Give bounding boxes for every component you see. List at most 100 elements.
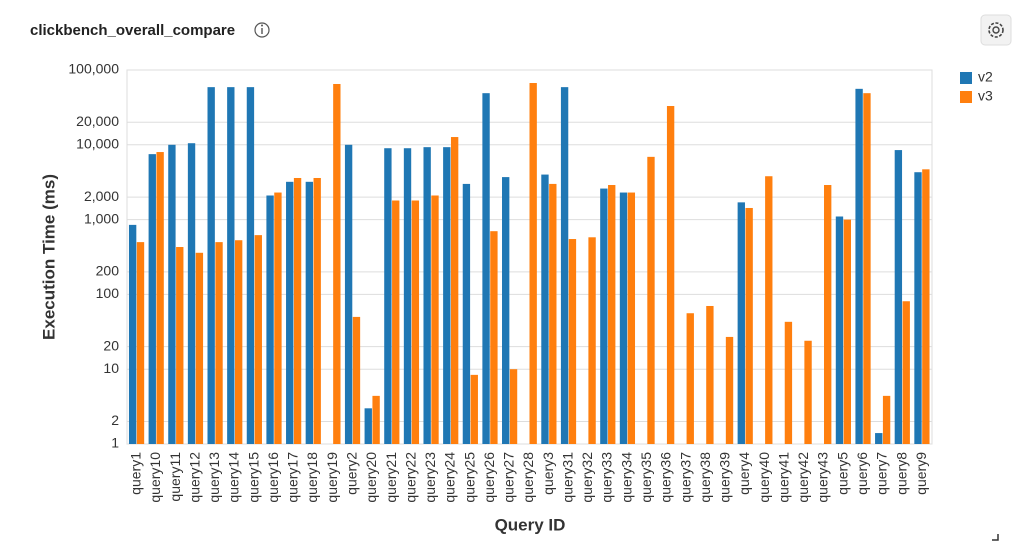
x-tick-label: query32 xyxy=(579,452,595,503)
bar xyxy=(187,143,196,445)
y-tick-label: 100,000 xyxy=(68,61,119,77)
bar xyxy=(148,154,156,444)
x-tick-label: query23 xyxy=(422,452,438,503)
bar xyxy=(443,147,451,444)
bar xyxy=(737,202,745,444)
bar xyxy=(568,239,577,444)
x-tick-label: query9 xyxy=(913,452,929,495)
y-tick-label: 10,000 xyxy=(76,136,119,152)
bar xyxy=(333,83,341,444)
bar xyxy=(914,172,922,444)
bar xyxy=(490,231,498,444)
x-tick-label: query34 xyxy=(618,452,634,503)
y-tick-label: 10 xyxy=(103,360,119,376)
bar xyxy=(462,183,471,445)
x-tick-label: query7 xyxy=(874,452,890,495)
bar xyxy=(372,395,380,444)
bar xyxy=(745,207,753,444)
x-tick-label: query36 xyxy=(658,452,674,503)
x-tick-label: query42 xyxy=(795,452,811,503)
x-tick-label: query15 xyxy=(245,452,261,503)
y-tick-label: 20,000 xyxy=(76,113,119,129)
resize-handle[interactable] xyxy=(992,534,999,541)
bar xyxy=(619,192,628,444)
bar xyxy=(686,313,694,444)
bar xyxy=(529,83,537,444)
bar xyxy=(254,235,262,444)
bar xyxy=(266,195,274,444)
bar xyxy=(215,242,223,444)
x-tick-label: query21 xyxy=(383,452,399,503)
bar xyxy=(392,200,400,444)
bar xyxy=(627,192,636,444)
x-tick-label: query12 xyxy=(186,452,202,503)
x-tick-label: query14 xyxy=(226,452,242,503)
bar xyxy=(227,87,235,445)
bar xyxy=(168,144,176,445)
x-tick-label: query25 xyxy=(461,452,477,503)
x-tick-label: query22 xyxy=(402,452,418,503)
x-tick-label: query38 xyxy=(697,452,713,503)
bar xyxy=(560,87,569,445)
bar xyxy=(863,93,871,444)
bar xyxy=(431,195,439,444)
bar xyxy=(384,148,392,444)
x-tick-label: query28 xyxy=(520,452,536,503)
x-tick-label: query31 xyxy=(559,452,575,503)
bar xyxy=(470,374,478,444)
bar xyxy=(246,87,255,445)
bar xyxy=(195,252,204,444)
x-tick-label: query5 xyxy=(834,452,850,495)
bar xyxy=(450,137,459,445)
bar xyxy=(305,181,314,444)
x-tick-label: query37 xyxy=(677,452,693,503)
bar xyxy=(855,88,863,444)
bar xyxy=(588,237,596,444)
bar xyxy=(647,156,655,444)
bar xyxy=(234,240,243,444)
bar xyxy=(725,336,734,444)
bar xyxy=(411,200,420,444)
y-tick-label: 2 xyxy=(111,412,119,428)
bar xyxy=(541,174,549,444)
x-tick-label: query2 xyxy=(343,452,359,495)
settings-button[interactable] xyxy=(980,14,1012,46)
bar xyxy=(344,144,353,445)
x-tick-label: query10 xyxy=(147,452,163,503)
bar xyxy=(835,216,844,444)
y-tick-label: 1 xyxy=(111,435,119,451)
legend-swatch xyxy=(960,72,972,84)
bar xyxy=(502,177,510,444)
x-axis-title: Query ID xyxy=(495,515,566,534)
bar xyxy=(207,87,215,445)
info-icon[interactable] xyxy=(254,22,270,38)
x-tick-label: query27 xyxy=(501,452,517,503)
bar xyxy=(128,224,137,444)
x-tick-label: query40 xyxy=(756,452,772,503)
x-tick-label: query4 xyxy=(736,452,752,495)
x-tick-label: query18 xyxy=(304,452,320,503)
bar xyxy=(423,147,431,444)
bar xyxy=(882,395,891,444)
bar xyxy=(136,242,145,444)
bar xyxy=(274,192,282,444)
legend-label: v2 xyxy=(978,69,993,85)
x-tick-label: query41 xyxy=(775,452,791,503)
x-tick-label: query17 xyxy=(285,452,301,503)
bar xyxy=(666,106,675,444)
bar xyxy=(824,185,832,444)
bar xyxy=(765,176,773,445)
x-tick-label: query35 xyxy=(638,452,654,503)
x-tick-label: query1 xyxy=(128,452,144,495)
bar xyxy=(176,247,184,444)
x-tick-label: query43 xyxy=(815,452,831,503)
bar xyxy=(843,219,851,444)
x-tick-label: query26 xyxy=(481,452,497,503)
bar xyxy=(403,148,412,444)
bar xyxy=(549,183,557,445)
bar xyxy=(784,321,793,444)
y-tick-label: 200 xyxy=(96,263,120,279)
bar xyxy=(352,316,361,444)
bar xyxy=(706,305,714,444)
